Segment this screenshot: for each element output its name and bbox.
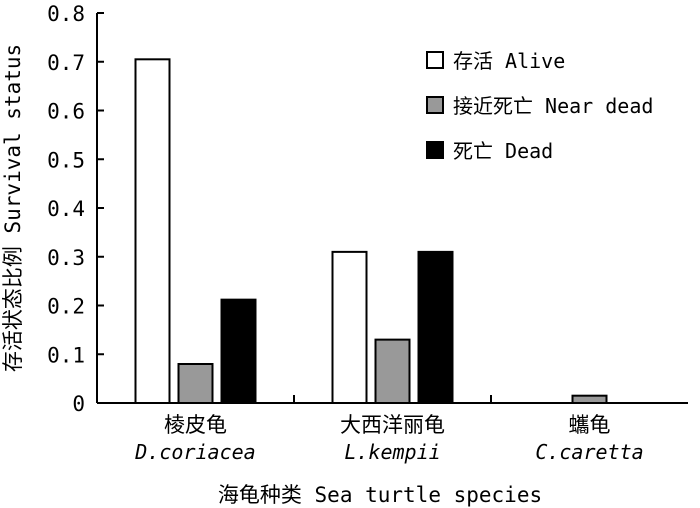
y-tick-label: 0 — [72, 392, 85, 416]
bar — [134, 58, 171, 404]
x-tick-label-latin: L.kempii — [344, 440, 440, 464]
legend-label: 死亡 Dead — [453, 139, 553, 163]
bars — [134, 58, 608, 404]
y-tick-label: 0.2 — [47, 295, 85, 319]
x-axis-title: 海龟种类 Sea turtle species — [218, 483, 542, 507]
y-tick-label: 0.4 — [47, 197, 85, 221]
y-axis-title: 存活状态比例 Survival status — [1, 44, 25, 372]
category-labels: 棱皮龟 D.coriacea 大西洋丽龟 L.kempii 蠵龟 C.caretta — [134, 413, 643, 464]
legend: 存活 Alive 接近死亡 Near dead 死亡 Dead — [426, 49, 653, 163]
bar — [571, 394, 608, 404]
y-tick-label: 0.5 — [47, 148, 85, 172]
x-tick-label-latin: C.caretta — [535, 440, 643, 464]
legend-swatch — [426, 96, 444, 114]
y-tick-label: 0.8 — [47, 2, 85, 26]
bar — [220, 298, 257, 404]
y-tick-label: 0.3 — [47, 246, 85, 270]
legend-label: 存活 Alive — [453, 49, 565, 73]
bar — [374, 338, 411, 404]
x-tick-label: 棱皮龟 — [164, 413, 227, 437]
x-tick-label-latin: D.coriacea — [134, 440, 255, 464]
y-tick-label: 0.7 — [47, 51, 85, 75]
bar — [331, 250, 368, 404]
y-tick-label: 0.6 — [47, 100, 85, 124]
legend-swatch — [426, 51, 444, 69]
y-axis: 0 0.1 0.2 0.3 0.4 0.5 0.6 0.7 0.8 — [47, 2, 104, 416]
x-tick-label: 大西洋丽龟 — [340, 413, 445, 437]
bar — [417, 250, 454, 404]
x-tick-label: 蠵龟 — [569, 413, 611, 437]
bar — [177, 363, 214, 404]
legend-label: 接近死亡 Near dead — [453, 94, 653, 118]
y-tick-label: 0.1 — [47, 343, 85, 367]
legend-swatch — [426, 141, 444, 159]
